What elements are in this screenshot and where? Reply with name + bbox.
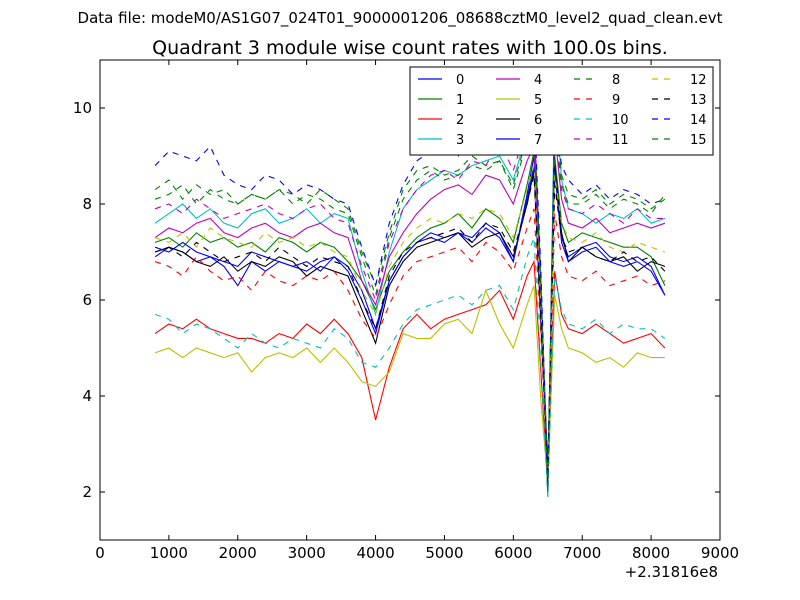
- x-tick-label: 7000: [563, 544, 601, 562]
- legend-label-4: 4: [534, 73, 542, 88]
- series-line-2: [154, 259, 666, 488]
- series-line-11: [154, 112, 665, 488]
- series-line-13: [154, 175, 666, 478]
- series-line-4: [154, 131, 666, 483]
- x-tick-label: 3000: [288, 544, 326, 562]
- data-file-suptitle: Data file: modeM0/AS1G07_024T01_90000012…: [77, 9, 723, 27]
- legend-label-5: 5: [534, 93, 542, 108]
- series-line-9: [154, 208, 666, 483]
- legend-label-2: 2: [456, 113, 464, 128]
- y-tick-label: 6: [82, 291, 92, 309]
- series-line-0: [154, 155, 666, 478]
- series-line-15: [154, 122, 666, 493]
- legend-label-0: 0: [456, 73, 464, 88]
- axis-ticks: 0 1000 2000 3000 4000 5000 6000 7000 8000 9000 2 4 6…: [73, 60, 739, 562]
- x-tick-label: 8000: [632, 544, 670, 562]
- y-tick-label: 8: [82, 195, 92, 213]
- legend-label-1: 1: [456, 93, 464, 108]
- legend-label-12: 12: [690, 73, 707, 88]
- series-line-10: [154, 237, 666, 497]
- legend-label-3: 3: [456, 133, 464, 148]
- legend-box: [409, 66, 714, 156]
- legend-label-11: 11: [612, 133, 629, 148]
- legend-label-10: 10: [612, 113, 629, 128]
- x-tick-label: 0: [95, 544, 105, 562]
- x-tick-label: 9000: [701, 544, 739, 562]
- series-line-5: [154, 285, 665, 483]
- legend-label-6: 6: [534, 113, 542, 128]
- y-tick-label: 2: [82, 483, 92, 501]
- legend-label-8: 8: [612, 73, 620, 88]
- series-line-12: [154, 165, 666, 483]
- x-tick-label: 5000: [425, 544, 463, 562]
- x-tick-label: 6000: [494, 544, 532, 562]
- series-line-8: [154, 112, 666, 493]
- chart-title: Quadrant 3 module wise count rates with …: [152, 37, 668, 59]
- plot-area: [154, 88, 666, 497]
- legend-label-13: 13: [690, 93, 707, 108]
- legend-label-7: 7: [534, 133, 542, 148]
- legend-label-15: 15: [690, 133, 707, 148]
- y-tick-label: 4: [82, 387, 92, 405]
- y-tick-label: 10: [73, 99, 92, 117]
- series-line-6: [154, 165, 666, 473]
- legend-label-9: 9: [612, 93, 620, 108]
- x-tick-label: 4000: [356, 544, 394, 562]
- x-tick-label: 2000: [219, 544, 257, 562]
- x-axis-offset-label: +2.31816e8: [625, 563, 718, 581]
- x-tick-label: 1000: [150, 544, 188, 562]
- legend-label-14: 14: [690, 113, 707, 128]
- series-line-14: [154, 101, 666, 488]
